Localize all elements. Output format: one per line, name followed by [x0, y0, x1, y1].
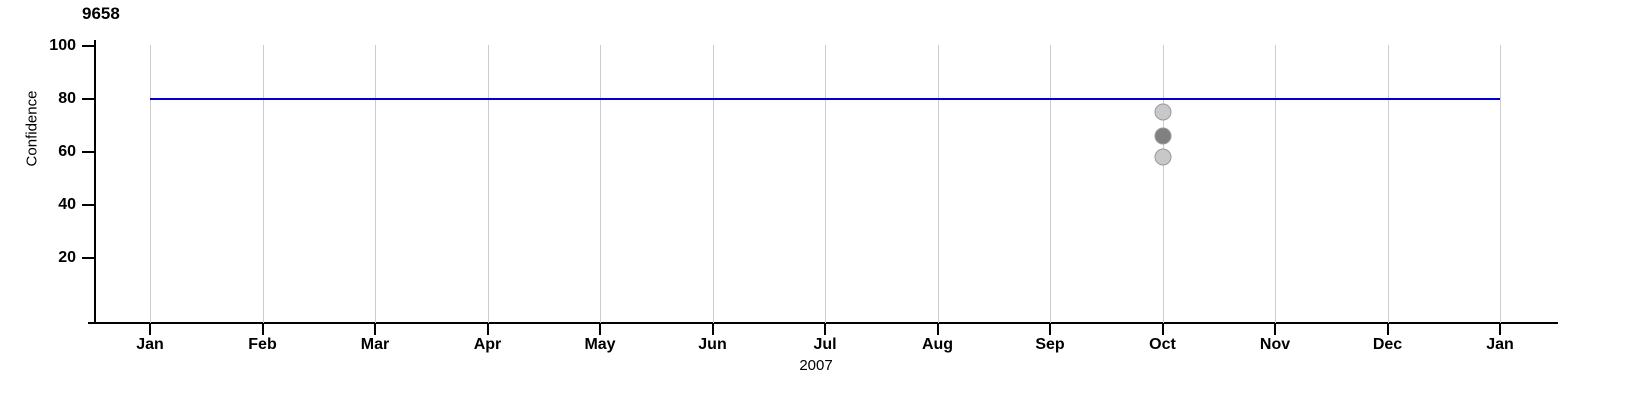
- vertical-gridline: [1162, 45, 1164, 323]
- y-tick-mark: [82, 151, 94, 153]
- x-tick-label: Jan: [1486, 336, 1514, 353]
- threshold-reference-line: [150, 98, 1500, 100]
- vertical-gridline: [1387, 45, 1389, 323]
- x-tick-label: Feb: [248, 336, 277, 353]
- y-axis-title: Confidence: [23, 90, 41, 167]
- vertical-gridline: [712, 45, 714, 323]
- vertical-gridline: [937, 45, 939, 323]
- x-tick-label: Mar: [360, 336, 390, 353]
- x-axis-line: [88, 322, 1558, 324]
- y-axis-line: [94, 40, 96, 324]
- data-point: [1154, 127, 1171, 145]
- y-tick-mark: [82, 204, 94, 206]
- x-tick-mark: [824, 324, 826, 335]
- x-tick-mark: [936, 324, 939, 335]
- y-tick-label: 20: [58, 249, 76, 266]
- x-tick-label: Dec: [1372, 336, 1403, 353]
- y-tick-mark: [82, 98, 94, 100]
- y-tick-label: 80: [58, 90, 76, 107]
- x-axis-title: 2007: [799, 357, 833, 374]
- x-tick-mark: [486, 324, 489, 335]
- x-tick-mark: [1386, 324, 1389, 335]
- x-tick-label: Jan: [136, 336, 164, 353]
- x-tick-mark: [1161, 324, 1164, 335]
- vertical-gridline: [150, 45, 151, 323]
- vertical-gridline: [375, 45, 376, 323]
- vertical-gridline: [262, 45, 264, 323]
- x-tick-label: Oct: [1149, 336, 1176, 353]
- x-tick-label: May: [584, 336, 616, 353]
- vertical-gridline: [1050, 45, 1051, 323]
- x-tick-label: Nov: [1259, 336, 1291, 353]
- vertical-gridline: [1275, 45, 1276, 323]
- data-point: [1154, 103, 1171, 121]
- x-tick-mark: [599, 324, 601, 335]
- vertical-gridline: [600, 45, 601, 323]
- x-tick-mark: [261, 324, 264, 335]
- x-tick-mark: [374, 324, 376, 335]
- x-tick-mark: [1499, 324, 1501, 335]
- vertical-gridline: [825, 45, 826, 323]
- y-tick-mark: [82, 257, 94, 259]
- x-tick-label: Jun: [698, 336, 727, 353]
- y-tick-label: 100: [49, 37, 76, 54]
- x-tick-mark: [711, 324, 714, 335]
- data-point: [1154, 148, 1171, 166]
- x-tick-label: Jul: [813, 336, 837, 353]
- vertical-gridline: [1500, 45, 1501, 323]
- x-tick-label: Aug: [921, 336, 954, 353]
- y-tick-mark: [82, 45, 94, 47]
- x-tick-mark: [1274, 324, 1276, 335]
- y-tick-label: 60: [58, 143, 76, 160]
- x-tick-label: Sep: [1035, 336, 1065, 353]
- vertical-gridline: [487, 45, 489, 323]
- y-tick-label: 40: [58, 196, 76, 213]
- x-tick-mark: [1049, 324, 1051, 335]
- chart-title: 9658: [82, 4, 120, 23]
- x-tick-label: Apr: [473, 336, 502, 353]
- x-tick-mark: [149, 324, 151, 335]
